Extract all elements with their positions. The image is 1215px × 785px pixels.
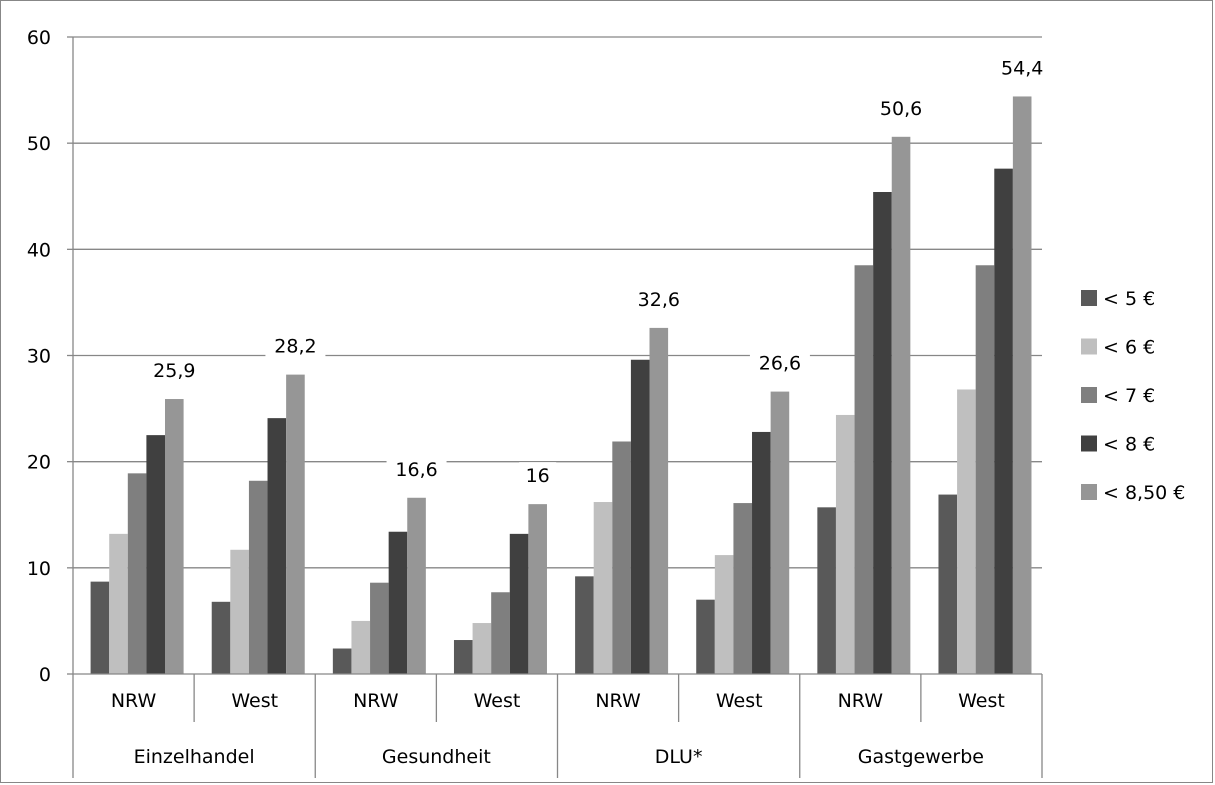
group-label: Einzelhandel <box>134 746 255 768</box>
bar-2-4 <box>612 441 631 674</box>
bar-2-0 <box>127 473 147 674</box>
bar-0-2 <box>332 648 352 674</box>
legend-swatch <box>1081 290 1097 306</box>
legend-label: < 8 € <box>1103 434 1155 456</box>
bar-2-2 <box>370 582 389 674</box>
data-labels: 25,9 28,2 16,6 16 32,6 26,6 50,6 54,4 <box>144 54 1053 489</box>
group-label: Gesundheit <box>382 746 491 768</box>
y-tick-label: 10 <box>27 558 51 580</box>
bar-1-5 <box>714 555 734 674</box>
axes: 0 10 20 30 40 50 60 NRW West NRW West NRW West NRW Wes… <box>27 27 1043 778</box>
data-label: 16 <box>526 465 550 487</box>
group-label: DLU* <box>655 746 703 768</box>
data-label: 50,6 <box>880 98 922 120</box>
bar-3-3 <box>509 533 529 674</box>
bar-0-7 <box>938 494 958 674</box>
bar-2-6 <box>854 265 874 674</box>
bar-0-5 <box>696 599 715 674</box>
bar-1-0 <box>109 533 128 674</box>
category-label: NRW <box>838 690 884 712</box>
legend-label: < 7 € <box>1103 385 1155 407</box>
bar-4-2 <box>407 497 426 674</box>
data-label-bg <box>519 462 557 489</box>
bar-3-0 <box>146 435 165 674</box>
bar-3-6 <box>873 192 892 674</box>
bar-2-1 <box>248 480 268 674</box>
data-label: 25,9 <box>153 360 195 382</box>
category-label: NRW <box>353 690 399 712</box>
bar-3-4 <box>630 359 650 674</box>
legend-swatch <box>1081 387 1097 403</box>
bar-4-4 <box>649 327 669 674</box>
bar-0-1 <box>211 601 231 674</box>
bar-1-2 <box>351 620 371 674</box>
bar-2-7 <box>975 265 995 674</box>
y-tick-label: 0 <box>39 664 51 686</box>
bar-1-1 <box>230 549 249 674</box>
bars <box>90 96 1032 675</box>
legend-label: < 8,50 € <box>1103 482 1185 504</box>
bar-0-3 <box>453 640 473 674</box>
bar-0-0 <box>90 581 110 674</box>
data-label-bg <box>144 357 205 384</box>
y-tick-label: 40 <box>27 239 51 261</box>
bar-2-3 <box>491 592 510 674</box>
y-tick-label: 50 <box>27 133 51 155</box>
bar-1-3 <box>472 623 492 674</box>
legend-label: < 5 € <box>1103 288 1155 310</box>
category-label: West <box>958 690 1005 712</box>
bar-3-5 <box>752 431 771 674</box>
bar-0-4 <box>575 576 594 674</box>
legend-swatch <box>1081 435 1097 452</box>
bar-4-6 <box>891 136 911 675</box>
data-label-bg <box>749 349 810 376</box>
bar-1-6 <box>835 414 855 674</box>
y-tick-label: 20 <box>27 452 51 474</box>
data-label: 28,2 <box>274 336 316 358</box>
group-label: Gastgewerbe <box>858 746 984 768</box>
bar-4-7 <box>1012 96 1032 675</box>
bar-4-3 <box>528 504 547 674</box>
data-label: 26,6 <box>759 353 801 375</box>
bar-0-6 <box>817 507 836 674</box>
category-label: NRW <box>111 690 157 712</box>
data-label-bg <box>265 332 326 359</box>
legend: < 5 € < 6 € < 7 € < 8 € < 8,50 € <box>1081 288 1185 504</box>
y-tick-label: 30 <box>27 346 51 368</box>
bar-3-2 <box>388 531 408 674</box>
bar-4-5 <box>770 391 790 674</box>
y-tick-label: 60 <box>27 27 51 49</box>
bar-1-7 <box>957 389 976 674</box>
legend-label: < 6 € <box>1103 337 1155 359</box>
legend-swatch <box>1081 338 1097 355</box>
category-label: West <box>231 690 278 712</box>
data-label: 32,6 <box>638 289 680 311</box>
category-label: NRW <box>595 690 641 712</box>
data-label: 54,4 <box>1001 57 1043 79</box>
legend-swatch <box>1081 484 1097 500</box>
category-label: West <box>474 690 521 712</box>
bar-2-5 <box>733 503 753 674</box>
bar-4-1 <box>286 374 305 674</box>
bar-4-0 <box>165 399 184 674</box>
data-label-bg <box>871 94 932 121</box>
data-label: 16,6 <box>395 459 437 481</box>
data-label-bg <box>628 285 689 312</box>
bar-3-1 <box>267 418 287 674</box>
bar-3-7 <box>994 168 1013 674</box>
data-label-bg <box>992 54 1053 81</box>
data-label-bg <box>386 455 447 482</box>
category-label: West <box>716 690 763 712</box>
bar-1-4 <box>593 502 613 674</box>
